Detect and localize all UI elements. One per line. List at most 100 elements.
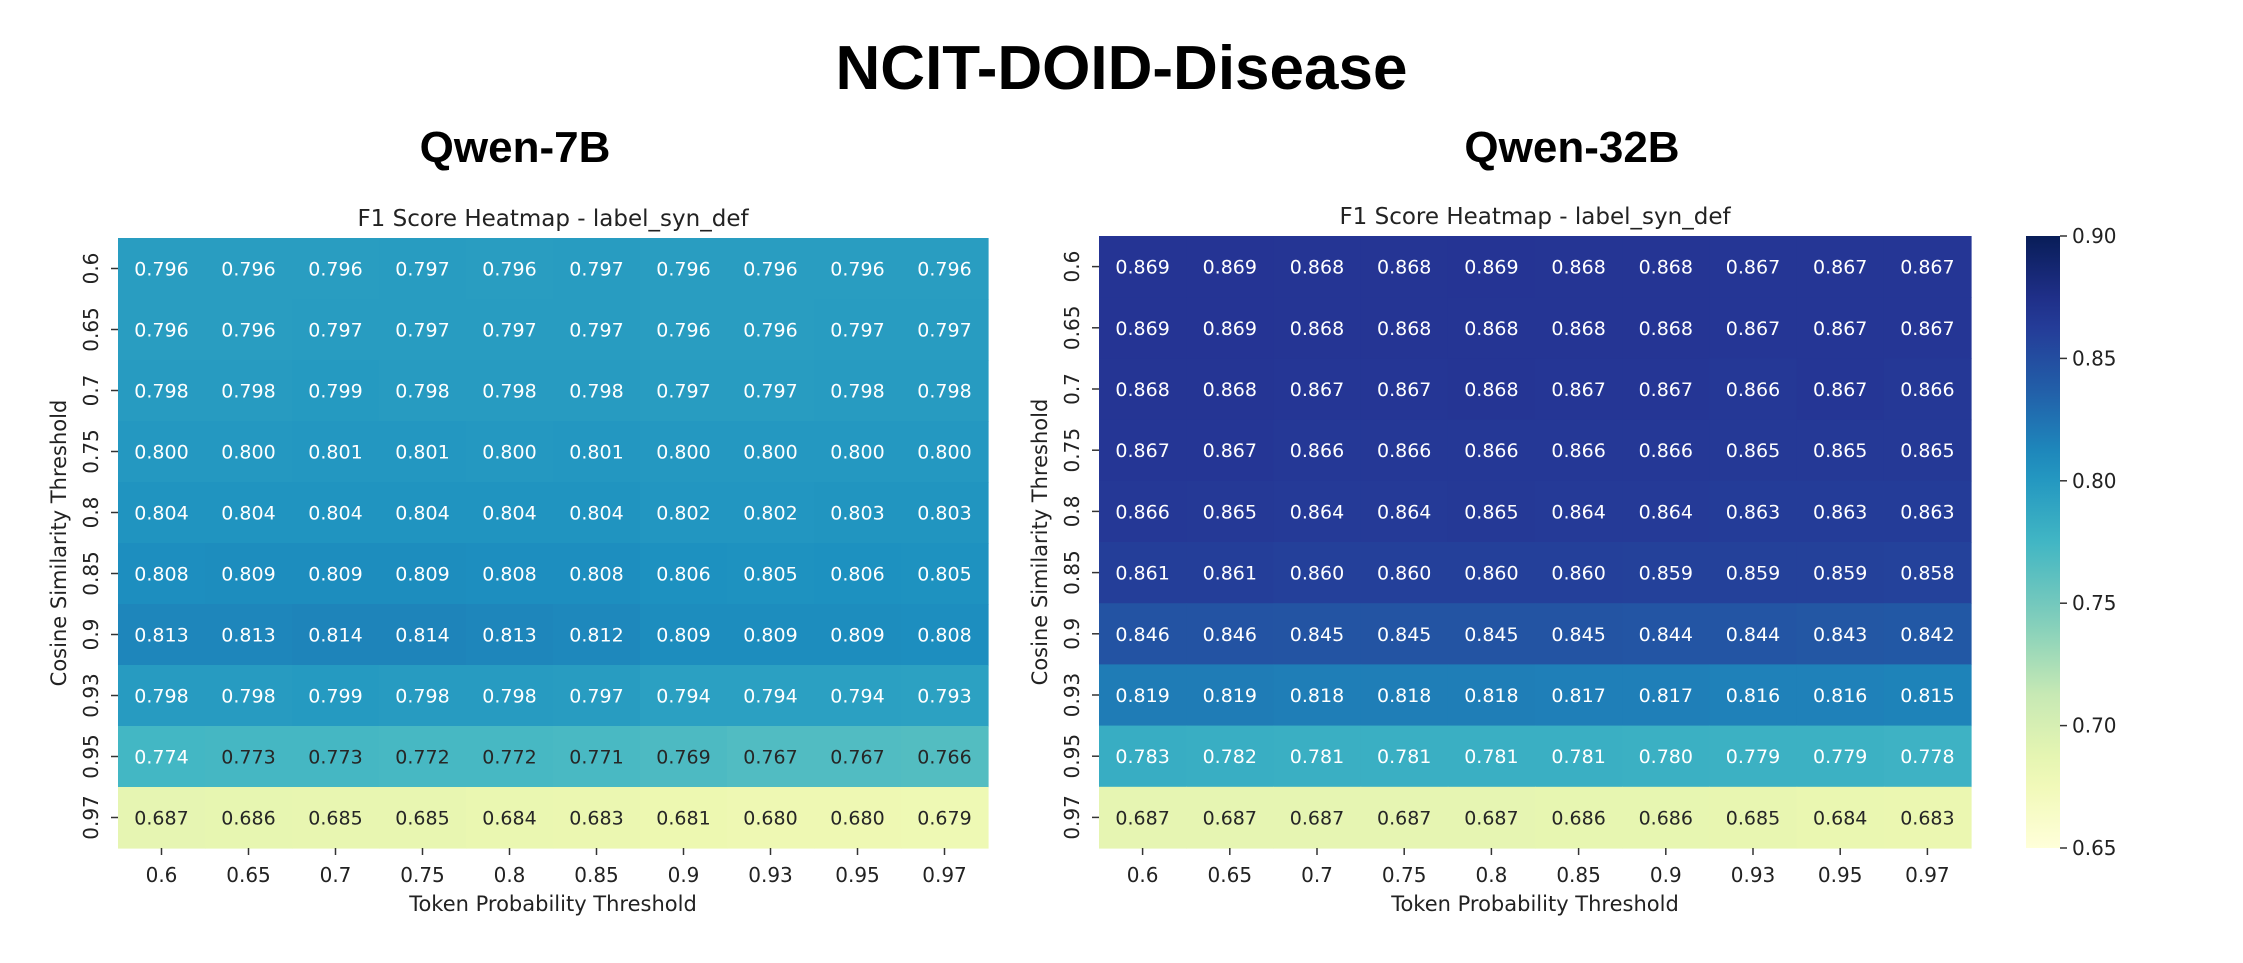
heatmap-cell — [901, 421, 989, 483]
heatmap-cell — [1622, 603, 1710, 665]
cell-value: 0.797 — [308, 320, 362, 342]
heatmap-cell — [1535, 542, 1623, 604]
cell-value: 0.814 — [308, 625, 362, 647]
x-tick-label: 0.75 — [1382, 863, 1427, 887]
heatmap-cell — [1622, 786, 1710, 849]
heatmap-cell — [901, 604, 989, 666]
heatmap-cell — [1360, 236, 1449, 298]
cell-value: 0.781 — [1290, 746, 1344, 768]
heatmap-cell — [205, 604, 293, 666]
heatmap-cell — [118, 604, 206, 666]
cell-value: 0.817 — [1551, 685, 1605, 707]
cell-value: 0.809 — [221, 564, 275, 586]
heatmap-cell — [1709, 236, 1798, 298]
cell-value: 0.796 — [830, 259, 884, 281]
figure-title: NCIT-DOID-Disease — [835, 34, 1408, 103]
heatmap-cell — [1186, 419, 1274, 482]
cell-value: 0.796 — [308, 259, 362, 281]
heatmap-cell — [1535, 603, 1623, 665]
heatmap-cell — [466, 665, 554, 727]
cell-value: 0.867 — [1115, 440, 1169, 462]
cell-value: 0.798 — [221, 686, 275, 708]
cell-value: 0.867 — [1813, 379, 1867, 401]
heatmap-cell — [901, 726, 989, 788]
heatmap-cell — [1186, 297, 1274, 359]
cell-value: 0.808 — [569, 564, 623, 586]
cell-value: 0.868 — [1639, 318, 1693, 340]
cell-value: 0.816 — [1726, 685, 1780, 707]
cell-value: 0.863 — [1900, 501, 1954, 523]
colorbar-tick-label: 0.80 — [2072, 469, 2117, 493]
cell-value: 0.866 — [1639, 440, 1693, 462]
cell-value: 0.680 — [743, 808, 797, 830]
cell-value: 0.843 — [1813, 624, 1867, 646]
heatmap-cell — [1535, 664, 1623, 727]
cell-value: 0.860 — [1290, 563, 1344, 585]
heatmap-cell — [1186, 664, 1274, 727]
heatmap-cell — [901, 360, 989, 422]
cell-value: 0.865 — [1203, 501, 1257, 523]
heatmap-cell — [466, 787, 554, 849]
cell-value: 0.781 — [1464, 746, 1518, 768]
x-axis-label: Token Probability Threshold — [1390, 892, 1679, 916]
cell-value: 0.778 — [1900, 746, 1954, 768]
heatmap-cell — [1099, 297, 1187, 359]
cell-value: 0.802 — [656, 503, 710, 525]
heatmap-cell — [466, 238, 554, 300]
y-tick-label: 0.75 — [79, 429, 103, 474]
heatmap-cell — [1622, 297, 1710, 359]
cell-value: 0.773 — [308, 747, 362, 769]
cell-value: 0.866 — [1290, 440, 1344, 462]
y-tick-label: 0.93 — [79, 673, 103, 718]
heatmap-cell — [1622, 358, 1710, 421]
heatmap-cell — [901, 665, 989, 727]
cell-value: 0.687 — [134, 808, 188, 830]
cell-value: 0.684 — [482, 808, 536, 830]
cell-value: 0.868 — [1639, 257, 1693, 279]
heatmap-cell — [1099, 786, 1187, 849]
cell-value: 0.797 — [482, 320, 536, 342]
cell-value: 0.867 — [1726, 318, 1780, 340]
cell-value: 0.869 — [1115, 257, 1169, 279]
heatmap-cell — [1360, 358, 1449, 421]
cell-value: 0.769 — [656, 747, 710, 769]
colorbar-tick-label: 0.65 — [2072, 836, 2117, 860]
heatmap-title: F1 Score Heatmap - label_syn_def — [1339, 204, 1731, 230]
heatmap-cell — [553, 726, 641, 788]
heatmap-cell — [466, 421, 554, 483]
cell-value: 0.867 — [1813, 318, 1867, 340]
cell-value: 0.683 — [569, 808, 623, 830]
heatmap-cell — [1360, 297, 1449, 359]
y-tick-label: 0.7 — [79, 375, 103, 407]
heatmap-cell — [1273, 236, 1362, 298]
heatmap-cell — [553, 787, 641, 849]
heatmap-cell — [640, 299, 728, 361]
x-tick-label: 0.6 — [146, 863, 178, 887]
cell-value: 0.814 — [395, 625, 449, 647]
cell-value: 0.806 — [830, 564, 884, 586]
heatmap-cell — [814, 482, 902, 544]
cell-value: 0.796 — [134, 320, 188, 342]
heatmap-cell — [1099, 419, 1187, 482]
cell-value: 0.845 — [1464, 624, 1518, 646]
heatmap-cell — [1622, 725, 1710, 788]
heatmap-cell — [1099, 358, 1187, 421]
heatmap-cell — [379, 787, 467, 849]
cell-value: 0.819 — [1203, 685, 1257, 707]
cell-value: 0.867 — [1900, 318, 1954, 340]
cell-value: 0.818 — [1377, 685, 1431, 707]
heatmap-cell — [1099, 603, 1187, 665]
cell-value: 0.868 — [1377, 318, 1431, 340]
heatmap-cell — [118, 543, 206, 605]
heatmap-cell — [1622, 419, 1710, 482]
heatmap-cell — [1447, 358, 1536, 421]
heatmap-cell — [1796, 542, 1885, 604]
cell-value: 0.809 — [308, 564, 362, 586]
x-tick-label: 0.85 — [574, 863, 619, 887]
cell-value: 0.865 — [1726, 440, 1780, 462]
heatmap-cell — [814, 360, 902, 422]
heatmap-cell — [814, 665, 902, 727]
cell-value: 0.863 — [1813, 501, 1867, 523]
heatmap-cell — [1447, 480, 1536, 543]
cell-value: 0.796 — [917, 259, 971, 281]
